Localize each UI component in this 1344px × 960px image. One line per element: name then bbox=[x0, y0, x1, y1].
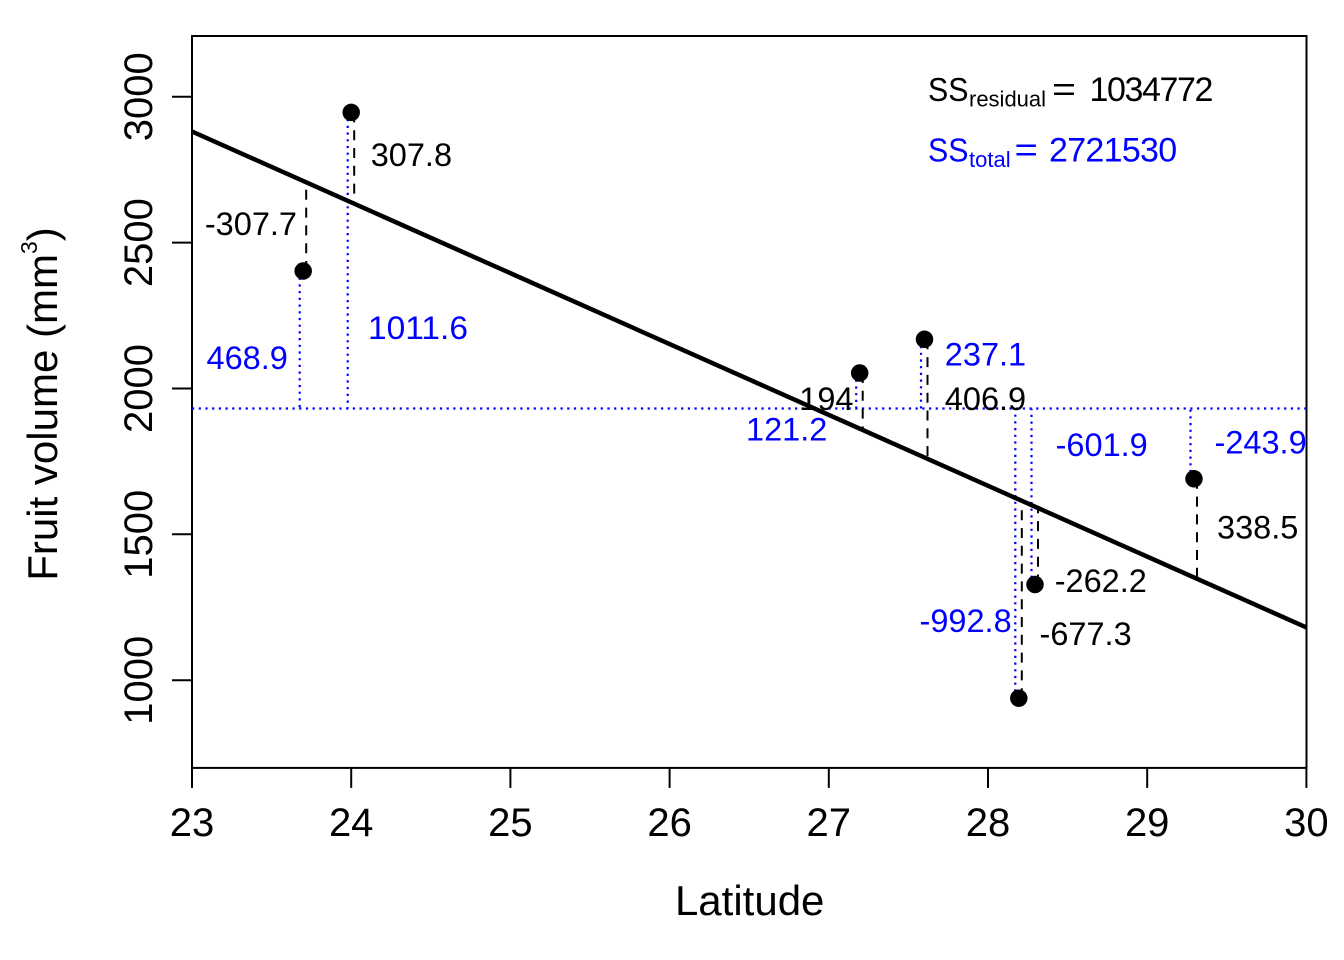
svg-text:3000: 3000 bbox=[117, 52, 161, 141]
svg-text:1034772: 1034772 bbox=[1090, 71, 1213, 109]
svg-text:307.8: 307.8 bbox=[371, 137, 452, 173]
svg-text:=: = bbox=[1015, 132, 1038, 170]
svg-text:2000: 2000 bbox=[117, 344, 161, 433]
svg-text:1500: 1500 bbox=[117, 490, 161, 579]
svg-text:30: 30 bbox=[1284, 801, 1329, 845]
svg-text:=: = bbox=[1052, 71, 1076, 109]
svg-text:-262.2: -262.2 bbox=[1055, 563, 1147, 599]
svg-text:-601.9: -601.9 bbox=[1056, 427, 1148, 463]
svg-text:-992.8: -992.8 bbox=[920, 603, 1012, 639]
svg-text:25: 25 bbox=[488, 801, 533, 845]
svg-text:-307.7: -307.7 bbox=[205, 206, 297, 242]
svg-text:1000: 1000 bbox=[117, 636, 161, 725]
svg-text:2500: 2500 bbox=[117, 198, 161, 287]
svg-text:24: 24 bbox=[329, 801, 374, 845]
svg-text:total: total bbox=[969, 147, 1011, 172]
svg-text:SS: SS bbox=[928, 133, 969, 170]
svg-text:29: 29 bbox=[1125, 801, 1170, 845]
svg-text:194: 194 bbox=[799, 381, 853, 417]
svg-text:27: 27 bbox=[807, 801, 852, 845]
svg-text:23: 23 bbox=[170, 801, 215, 845]
svg-text:residual: residual bbox=[969, 87, 1046, 112]
svg-text:1011.6: 1011.6 bbox=[368, 310, 468, 346]
svg-text:338.5: 338.5 bbox=[1217, 510, 1298, 546]
svg-text:26: 26 bbox=[647, 801, 692, 845]
svg-text:406.9: 406.9 bbox=[945, 381, 1026, 417]
svg-text:2721530: 2721530 bbox=[1049, 132, 1176, 170]
svg-text:SS: SS bbox=[928, 72, 969, 109]
svg-text:121.2: 121.2 bbox=[746, 411, 827, 447]
svg-text:237.1: 237.1 bbox=[945, 337, 1026, 373]
svg-text:-677.3: -677.3 bbox=[1040, 616, 1132, 652]
svg-text:-243.9: -243.9 bbox=[1215, 425, 1307, 461]
svg-text:Latitude: Latitude bbox=[675, 877, 824, 924]
svg-text:28: 28 bbox=[966, 801, 1011, 845]
svg-text:Fruit volume (mm3): Fruit volume (mm3) bbox=[16, 227, 66, 581]
svg-text:468.9: 468.9 bbox=[207, 340, 288, 376]
